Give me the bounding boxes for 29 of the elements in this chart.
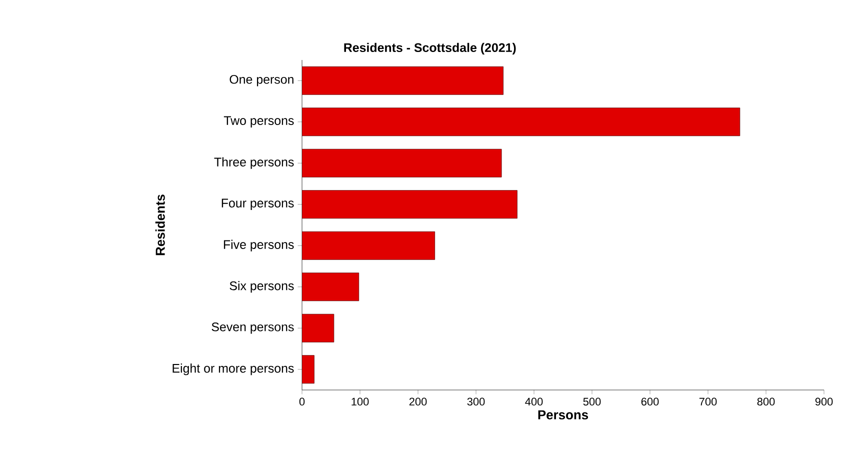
x-tick-label: 0	[299, 398, 305, 406]
bar	[302, 314, 334, 342]
y-tick-label: Two persons	[224, 116, 294, 128]
y-tick-label: Six persons	[230, 281, 294, 293]
bar	[302, 148, 502, 178]
bar	[302, 272, 360, 302]
bar	[302, 190, 518, 219]
x-tick-label: 500	[583, 398, 601, 406]
bar	[302, 355, 314, 384]
x-tick-label: 300	[467, 398, 485, 406]
y-tick-label: Seven persons	[212, 322, 294, 334]
bar	[302, 231, 436, 260]
x-axis-title: Persons	[538, 410, 588, 420]
x-tick-label: 700	[699, 398, 717, 406]
y-tick-label: Eight or more persons	[172, 364, 294, 376]
x-tick-label: 900	[815, 398, 833, 406]
y-tick-label: Four persons	[222, 198, 294, 210]
bar	[302, 108, 740, 136]
y-tick-label: Three persons	[214, 157, 294, 169]
x-tick-label: 800	[757, 398, 775, 406]
chart-title: Residents - Scottsdale (2021)	[344, 42, 516, 54]
x-tick-label: 600	[641, 398, 659, 406]
bar	[302, 66, 504, 95]
y-tick-label: Five persons	[224, 240, 294, 252]
x-tick-label: 100	[352, 398, 369, 406]
y-axis-title: Residents	[155, 194, 165, 256]
x-tick-label: 400	[525, 398, 543, 406]
y-tick-label: One person	[230, 74, 294, 86]
x-tick-label: 200	[409, 398, 427, 406]
